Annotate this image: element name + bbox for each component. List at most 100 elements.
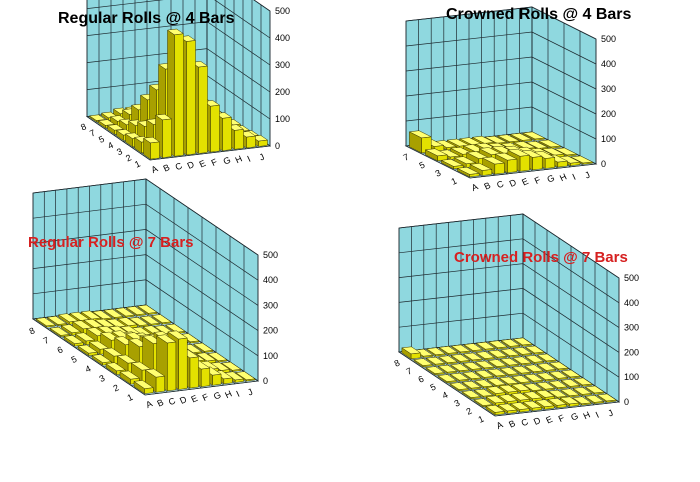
bar-3-H: [547, 380, 569, 390]
z-tick-label: 0: [263, 376, 268, 386]
x-tick-label: A: [144, 399, 154, 411]
x-tick-label: I: [594, 410, 601, 420]
y-tick-label: 7: [88, 128, 97, 139]
bars: [401, 337, 617, 416]
z-tick-label: 500: [601, 34, 616, 44]
bar-7-F: [475, 351, 496, 361]
bar-1-H: [571, 396, 593, 406]
bar-2-H: [559, 388, 581, 398]
bar-6-A: [63, 335, 84, 347]
chart-title: Regular Rolls @ 4 Bars: [58, 10, 235, 27]
bar-1-G: [559, 396, 580, 407]
bar-5-H: [523, 364, 545, 374]
x-tick-label: B: [156, 397, 166, 409]
bars: [408, 130, 594, 178]
bar-1-A: [485, 404, 506, 416]
bar-1-A: [142, 136, 161, 160]
x-tick-label: H: [234, 154, 244, 166]
bar-8-J: [137, 304, 158, 316]
x-tick-label: C: [167, 395, 178, 407]
x-tick-label: F: [201, 392, 211, 404]
y-tick-label: 4: [84, 363, 93, 374]
z-tick-label: 100: [275, 114, 290, 124]
bar-5-I: [536, 363, 557, 373]
x-tick-label: G: [222, 155, 233, 167]
bar-7-B: [425, 356, 446, 366]
z-tick-label: 200: [624, 347, 639, 357]
x-tick-label: I: [235, 389, 242, 399]
x-tick-label: J: [606, 408, 614, 419]
bar-8-H: [487, 340, 509, 350]
x-tick-label: I: [571, 172, 578, 182]
z-tick-label: 500: [263, 250, 278, 260]
x-tick-label: H: [558, 172, 568, 184]
bar-8-G: [475, 341, 496, 351]
bar-6-H: [511, 356, 533, 366]
bar-6-I: [524, 355, 545, 365]
bar-6-B: [437, 364, 458, 374]
x-tick-label: F: [533, 175, 543, 187]
chart-title: Crowned Rolls @ 4 Bars: [446, 6, 632, 23]
bar-4-A: [449, 382, 470, 392]
y-tick-label: 4: [106, 140, 115, 151]
bar-3-A: [461, 390, 482, 400]
y-tick-label: 8: [28, 325, 37, 336]
bar-4-J: [193, 342, 214, 354]
bar-4-I: [548, 371, 569, 381]
y-tick-label: 8: [393, 358, 402, 369]
bar-1-C: [509, 402, 531, 413]
y-tick-label: 1: [133, 159, 142, 170]
bar-6-E: [474, 360, 495, 370]
z-tick-label: 400: [275, 33, 290, 43]
bar-3-I: [560, 379, 581, 389]
bar-3-B: [473, 388, 494, 398]
x-tick-label: J: [246, 387, 254, 398]
bar-2-A: [473, 398, 494, 408]
x-tick-label: F: [210, 157, 220, 169]
y-tick-label: 6: [56, 344, 65, 355]
x-tick-label: C: [520, 416, 531, 428]
bar-8-A: [35, 317, 56, 328]
z-tick-label: 200: [601, 109, 616, 119]
bar-6-A: [425, 366, 446, 376]
y-tick-label: 5: [97, 134, 106, 145]
z-tick-label: 100: [624, 372, 639, 382]
bar-7-H: [496, 134, 521, 144]
chart-title: Regular Rolls @ 7 Bars: [28, 234, 194, 251]
z-tick-label: 300: [601, 84, 616, 94]
z-tick-label: 300: [624, 323, 639, 333]
bar-5-E: [486, 368, 507, 378]
bar-4-J: [560, 369, 581, 379]
y-tick-label: 4: [441, 390, 450, 401]
bar-7-C: [437, 355, 459, 365]
y-tick-label: 6: [417, 374, 426, 385]
y-tick-label: 2: [112, 382, 121, 393]
bar-1-B: [154, 113, 173, 159]
y-tick-label: 7: [42, 335, 51, 346]
bar-5-G: [511, 365, 532, 375]
x-tick-label: A: [150, 164, 160, 176]
bar-7-A: [413, 358, 434, 368]
x-tick-label: A: [495, 420, 505, 432]
bar-6-C: [449, 363, 471, 373]
bar-7-I: [512, 347, 533, 357]
x-tick-label: C: [495, 178, 506, 190]
bar-4-G: [523, 373, 544, 383]
x-tick-label: C: [174, 160, 185, 172]
bar-7-A: [408, 130, 433, 154]
z-tick-label: 400: [601, 59, 616, 69]
bar-8-A: [401, 346, 422, 360]
y-tick-label: 5: [70, 354, 79, 365]
x-tick-label: D: [178, 394, 189, 406]
x-tick-label: B: [507, 418, 517, 430]
z-tick-label: 300: [263, 300, 278, 310]
bar-8-H: [114, 307, 136, 318]
x-tick-label: E: [544, 414, 554, 426]
bar-3-G: [535, 381, 556, 391]
x-tick-label: J: [583, 170, 591, 181]
chart-title: Crowned Rolls @ 7 Bars: [454, 249, 628, 266]
bar-7-H: [499, 348, 521, 358]
